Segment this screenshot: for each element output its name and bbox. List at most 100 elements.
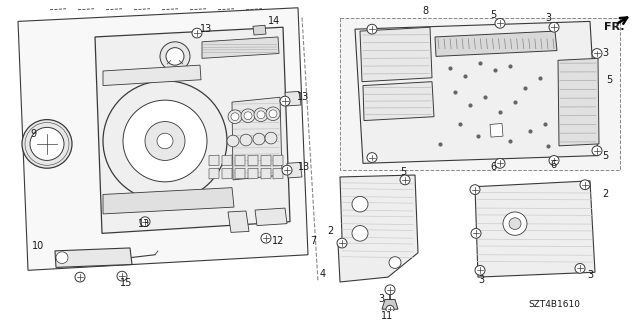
- Text: 6: 6: [550, 160, 556, 170]
- Text: 7: 7: [310, 236, 316, 246]
- Text: 3: 3: [478, 275, 484, 285]
- Polygon shape: [261, 168, 271, 179]
- Text: 12: 12: [272, 236, 284, 246]
- Circle shape: [352, 196, 368, 212]
- Polygon shape: [95, 27, 290, 233]
- Text: 10: 10: [32, 241, 44, 251]
- Circle shape: [192, 28, 202, 38]
- Polygon shape: [273, 168, 283, 179]
- Circle shape: [123, 100, 207, 182]
- Polygon shape: [338, 175, 418, 282]
- Text: 5: 5: [400, 167, 406, 177]
- Circle shape: [22, 120, 72, 168]
- Polygon shape: [382, 300, 398, 309]
- Polygon shape: [55, 248, 132, 268]
- Text: 14: 14: [268, 16, 280, 26]
- Circle shape: [503, 212, 527, 235]
- Circle shape: [56, 252, 68, 263]
- Text: 3: 3: [602, 48, 608, 59]
- Text: 5: 5: [490, 10, 496, 20]
- Circle shape: [261, 233, 271, 243]
- Circle shape: [367, 153, 377, 162]
- Circle shape: [549, 22, 559, 32]
- Polygon shape: [261, 155, 271, 166]
- Circle shape: [265, 132, 277, 144]
- Polygon shape: [18, 8, 308, 270]
- Circle shape: [592, 146, 602, 156]
- Polygon shape: [475, 181, 595, 277]
- Circle shape: [254, 108, 268, 122]
- Circle shape: [227, 135, 239, 147]
- Text: 11: 11: [381, 311, 393, 320]
- Circle shape: [475, 266, 485, 275]
- Text: 13: 13: [138, 219, 150, 228]
- Circle shape: [160, 42, 190, 71]
- Circle shape: [471, 228, 481, 238]
- Polygon shape: [363, 82, 434, 121]
- Text: FR.: FR.: [604, 22, 625, 32]
- Polygon shape: [232, 97, 282, 180]
- Circle shape: [389, 257, 401, 268]
- Circle shape: [367, 24, 377, 34]
- Circle shape: [253, 133, 265, 145]
- Polygon shape: [273, 155, 283, 166]
- Circle shape: [241, 109, 255, 123]
- Circle shape: [266, 107, 280, 121]
- Circle shape: [470, 185, 480, 195]
- Circle shape: [157, 133, 173, 149]
- Circle shape: [386, 305, 394, 313]
- Text: SZT4B1610: SZT4B1610: [528, 300, 580, 309]
- Circle shape: [269, 110, 277, 118]
- Polygon shape: [209, 155, 219, 166]
- Polygon shape: [228, 211, 249, 232]
- Polygon shape: [253, 25, 266, 35]
- Polygon shape: [235, 155, 245, 166]
- Polygon shape: [287, 162, 302, 178]
- Polygon shape: [558, 58, 599, 146]
- Text: 3: 3: [587, 270, 593, 280]
- Circle shape: [352, 226, 368, 241]
- Circle shape: [575, 263, 585, 273]
- Polygon shape: [248, 168, 258, 179]
- Text: 13: 13: [297, 92, 309, 102]
- Circle shape: [30, 127, 64, 160]
- Circle shape: [495, 19, 505, 28]
- Circle shape: [228, 110, 242, 124]
- Circle shape: [509, 218, 521, 229]
- Circle shape: [385, 285, 395, 295]
- Text: 2: 2: [327, 227, 333, 236]
- Circle shape: [257, 111, 265, 119]
- Text: 5: 5: [602, 151, 608, 161]
- Text: 15: 15: [120, 278, 132, 288]
- Polygon shape: [222, 155, 232, 166]
- Circle shape: [240, 134, 252, 146]
- Polygon shape: [222, 168, 232, 179]
- Polygon shape: [235, 168, 245, 179]
- Circle shape: [337, 238, 347, 248]
- Text: 13: 13: [200, 24, 212, 34]
- Polygon shape: [285, 92, 301, 106]
- Polygon shape: [248, 155, 258, 166]
- Circle shape: [549, 156, 559, 165]
- Circle shape: [580, 180, 590, 190]
- Circle shape: [400, 175, 410, 185]
- Text: 8: 8: [422, 6, 428, 16]
- Polygon shape: [103, 65, 201, 85]
- Polygon shape: [360, 27, 432, 82]
- Text: 3: 3: [545, 12, 551, 22]
- Circle shape: [75, 272, 85, 282]
- Text: 5: 5: [606, 75, 612, 85]
- Circle shape: [282, 165, 292, 175]
- Polygon shape: [202, 37, 279, 58]
- Polygon shape: [103, 188, 234, 214]
- Circle shape: [117, 271, 127, 281]
- Text: 2: 2: [602, 189, 608, 199]
- Circle shape: [592, 49, 602, 58]
- Text: 3: 3: [378, 293, 384, 303]
- Circle shape: [103, 81, 227, 201]
- Circle shape: [145, 122, 185, 160]
- Text: 4: 4: [320, 269, 326, 279]
- Circle shape: [231, 113, 239, 121]
- Text: 9: 9: [30, 129, 36, 139]
- Polygon shape: [209, 168, 219, 179]
